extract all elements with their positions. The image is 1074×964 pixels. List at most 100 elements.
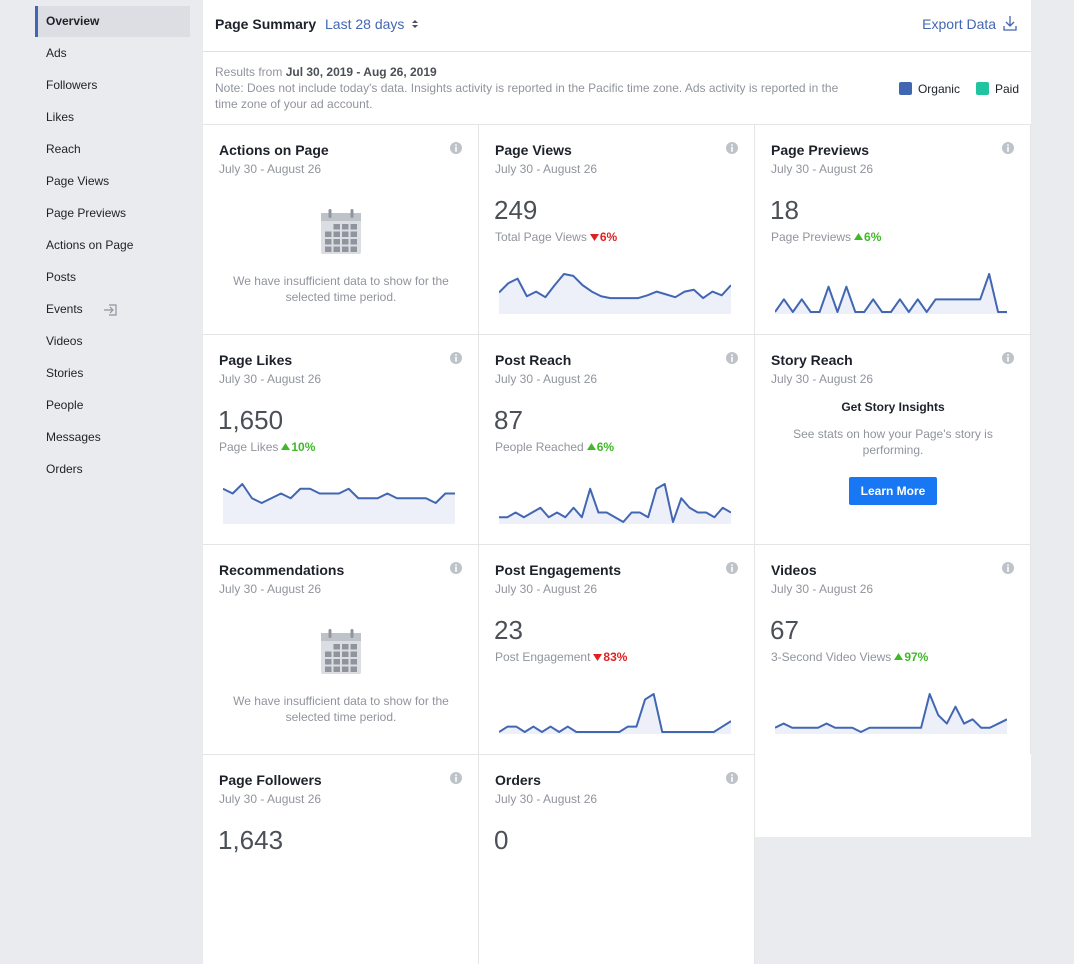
- metric-name: Page Likes: [219, 440, 279, 454]
- nav-item[interactable]: Page Previews: [46, 206, 127, 220]
- icon-bar: [731, 776, 733, 782]
- insight-card: Page Followers July 30 - August 26 1,643: [203, 754, 479, 964]
- range-label: Last 28 days: [325, 16, 405, 32]
- metric-label: People Reached 6%: [495, 440, 614, 454]
- card-title: Post Reach: [495, 352, 572, 368]
- icon-cell: [342, 659, 349, 665]
- sparkline-line: [499, 273, 731, 300]
- icon-dot: [455, 354, 457, 356]
- metric-name: 3-Second Video Views: [771, 650, 892, 664]
- card-date: July 30 - August 26: [771, 372, 874, 386]
- change-text: 6%: [599, 230, 618, 244]
- sparkline-area: [775, 274, 1007, 314]
- card-title: Orders: [495, 772, 541, 788]
- insight-card: Page Previews July 30 - August 26 18 Page P…: [755, 124, 1031, 334]
- nav-item[interactable]: Followers: [46, 78, 98, 92]
- icon-cell: [333, 651, 340, 657]
- nav-item[interactable]: Reach: [46, 142, 81, 156]
- nav-item[interactable]: Orders: [46, 462, 83, 476]
- icon-cell: [325, 239, 332, 245]
- metric-name: People Reached: [495, 440, 584, 454]
- icon-cell: [333, 246, 340, 252]
- icon-bar: [455, 356, 457, 362]
- icon-cell: [350, 246, 357, 252]
- metric-value: 23: [494, 615, 523, 645]
- export-button[interactable]: Export Data: [922, 15, 1017, 32]
- icon-bar: [455, 776, 457, 782]
- info-icon: [726, 142, 738, 154]
- info-icon: [1002, 142, 1014, 154]
- nav-item[interactable]: Overview: [35, 6, 190, 37]
- nav-item[interactable]: People: [46, 398, 84, 412]
- legend: Organic Paid: [898, 82, 1019, 96]
- metric-name: Total Page Views: [495, 230, 587, 244]
- range-select[interactable]: Last 28 days: [325, 16, 419, 32]
- icon-cell: [333, 666, 340, 672]
- info-icon: [450, 352, 462, 364]
- nav-item[interactable]: Actions on Page: [46, 238, 134, 252]
- change-text: 97%: [904, 650, 929, 664]
- sparkline: [499, 693, 731, 734]
- nav-item[interactable]: Likes: [46, 110, 75, 124]
- icon-bar: [1007, 566, 1009, 572]
- nav-item[interactable]: Messages: [46, 430, 101, 444]
- nav-item[interactable]: Posts: [46, 270, 77, 284]
- metric-value: 67: [770, 615, 799, 645]
- empty-message: We have insufficient data to show for th…: [233, 694, 449, 724]
- info-icon: [450, 562, 462, 574]
- legend-item: Paid: [975, 82, 1019, 96]
- arrow-shape: [593, 654, 603, 661]
- icon-cell: [333, 659, 340, 665]
- sort-icon: [412, 20, 419, 28]
- info-icon: [1002, 352, 1014, 364]
- icon-cell: [350, 666, 357, 672]
- insight-card: Post Reach July 30 - August 26 87 People Re…: [479, 334, 755, 544]
- sparkline-area: [223, 484, 455, 524]
- nav-item[interactable]: Events: [35, 294, 190, 325]
- insight-card: Post Engagements July 30 - August 26 23 Pos…: [479, 544, 755, 754]
- metric-label: Total Page Views 6%: [495, 230, 617, 244]
- info-prefix: Results from: [215, 65, 283, 79]
- metric-value: 249: [494, 195, 538, 225]
- icon-cell: [342, 231, 349, 237]
- icon-cell: [342, 666, 349, 672]
- info-note: Note: Does not include today's data. Ins…: [215, 81, 839, 111]
- legend-label: Paid: [994, 82, 1019, 96]
- icon-cell: [342, 644, 349, 650]
- nav-item[interactable]: Videos: [46, 334, 83, 348]
- insight-card: Orders July 30 - August 26 0: [479, 754, 755, 964]
- page: Overview Ads Followers Likes Reach Page Views…: [0, 0, 1031, 964]
- sparkline-line: [775, 693, 1007, 733]
- arrow-shape: [586, 443, 596, 450]
- insight-card: Actions on Page July 30 - August 26 We hav…: [203, 124, 479, 334]
- learn-more-button[interactable]: Learn More: [849, 477, 937, 505]
- sparkline-line: [223, 483, 455, 504]
- nav-item[interactable]: Page Views: [46, 174, 110, 188]
- card-title: Actions on Page: [219, 142, 329, 158]
- empty-message: We have insufficient data to show for th…: [233, 274, 449, 304]
- icon-ring: [328, 209, 332, 218]
- sparkline-area: [499, 274, 731, 314]
- icon-dot: [731, 564, 733, 566]
- metric-value: 18: [770, 195, 799, 225]
- card-title: Page Views: [495, 142, 572, 158]
- info-icon: [726, 352, 738, 364]
- icon-bar: [1007, 356, 1009, 362]
- arrow-shape: [854, 233, 864, 240]
- card-date: July 30 - August 26: [219, 372, 322, 386]
- icon-cell: [325, 666, 332, 672]
- nav-item[interactable]: Ads: [46, 46, 67, 60]
- icon-cell: [350, 224, 357, 230]
- metric-label: Post Engagement 83%: [495, 650, 627, 664]
- sidebar: Overview Ads Followers Likes Reach Page Views…: [0, 6, 203, 506]
- change-arrow: [854, 233, 864, 240]
- download-icon: [1003, 16, 1017, 31]
- icon-dot: [731, 354, 733, 356]
- metric-name: Post Engagement: [495, 650, 591, 664]
- icon-bar: [731, 356, 733, 362]
- nav-item[interactable]: Stories: [46, 366, 84, 380]
- card-date: July 30 - August 26: [771, 582, 874, 596]
- card-title: Page Previews: [771, 142, 870, 158]
- insight-card: Page Likes July 30 - August 26 1,650 Page L…: [203, 334, 479, 544]
- icon-cell: [325, 231, 332, 237]
